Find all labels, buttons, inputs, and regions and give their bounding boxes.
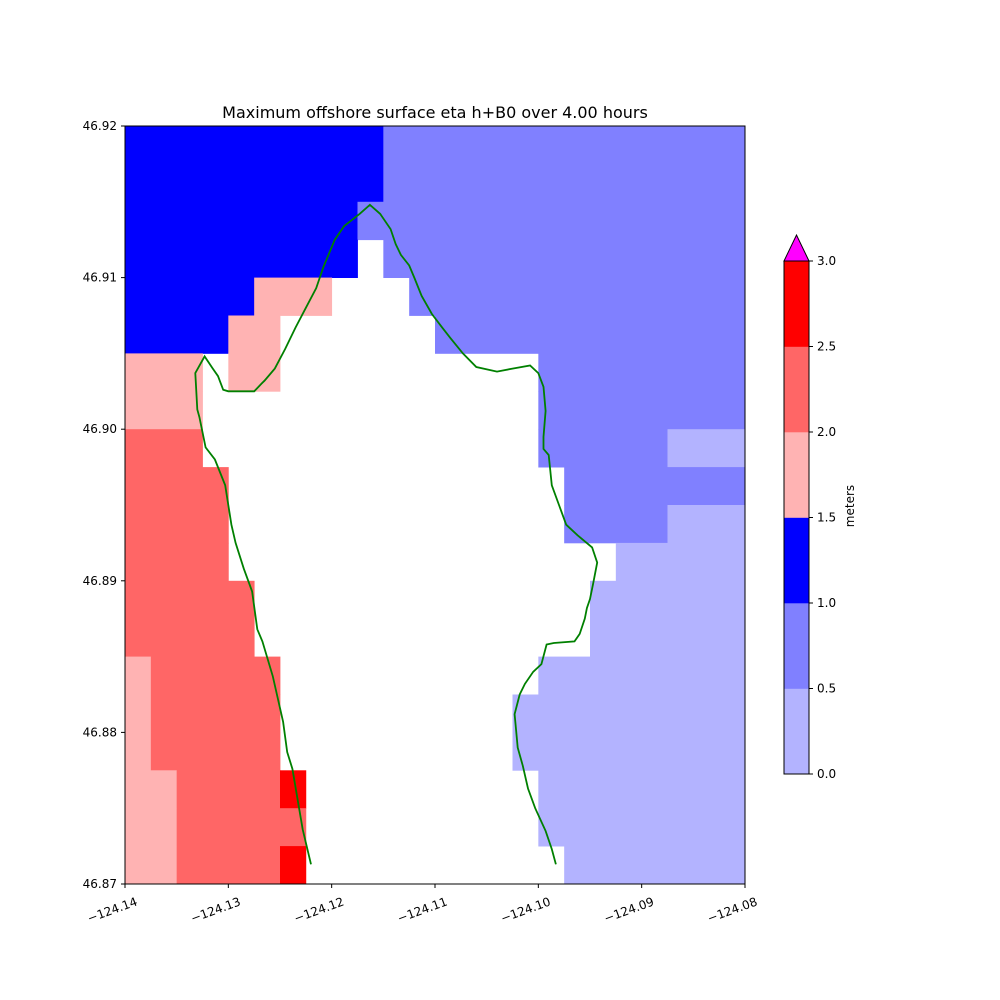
heatmap-cell: [615, 542, 746, 582]
heatmap-cell: [383, 126, 746, 165]
heatmap-cell: [125, 618, 255, 657]
heatmap-cell: [564, 846, 746, 885]
heatmap-cell: [125, 239, 358, 278]
heatmap-cell: [125, 580, 255, 620]
heatmap-cell: [538, 391, 746, 430]
heatmap-cell: [176, 770, 281, 809]
heatmap-cell: [409, 277, 746, 316]
shoreline-line: [194, 203, 599, 865]
heatmap-cell: [564, 505, 668, 544]
colorbar-label: meters: [843, 485, 857, 527]
heatmap-cells: [125, 126, 746, 885]
heatmap-cell: [125, 542, 229, 582]
heatmap-cell: [538, 656, 746, 695]
colorbar: 0.0 0.5 1.0 1.5 2.0 2.5 3.0 meters: [783, 233, 857, 781]
x-tick-label: −124.13: [189, 895, 243, 926]
colorbar-tick-label: 2.0: [817, 425, 836, 439]
colorbar-tick-label: 2.5: [817, 340, 836, 354]
heatmap-cell: [125, 201, 358, 241]
heatmap-cell: [383, 239, 746, 278]
heatmap-cell: [538, 808, 746, 847]
heatmap-cell: [590, 580, 746, 620]
chart-title: Maximum offshore surface eta h+B0 over 4…: [222, 103, 648, 122]
heatmap-cell: [538, 770, 746, 809]
y-tick-label: 46.90: [83, 422, 117, 436]
heatmap-cell: [176, 808, 307, 847]
colorbar-segment: [784, 432, 809, 518]
heatmap-cell: [125, 732, 152, 771]
x-tick-label: −124.09: [602, 895, 656, 926]
colorbar-segments: [784, 261, 809, 775]
heatmap-cell: [125, 391, 203, 430]
heatmap-cell: [125, 467, 229, 506]
heatmap-cell: [125, 808, 178, 847]
heatmap-cell: [150, 732, 281, 771]
heatmap-cell: [125, 353, 203, 392]
heatmap-cell: [125, 315, 229, 354]
heatmap-cell: [125, 694, 152, 733]
colorbar-tick-label: 1.0: [817, 596, 836, 610]
x-tick-label: −124.11: [395, 895, 449, 926]
heatmap-cell: [176, 846, 281, 885]
heatmap-cell: [564, 467, 746, 506]
heatmap-cell: [435, 315, 746, 354]
heatmap-cell: [383, 163, 746, 203]
heatmap-cell: [512, 732, 746, 771]
heatmap-cell: [125, 846, 178, 885]
colorbar-segment: [784, 517, 809, 604]
colorbar-tick-label: 0.5: [817, 682, 836, 696]
y-axis: 46.87 46.88 46.89 46.90 46.91 46.92: [83, 119, 125, 891]
heatmap-cell: [125, 429, 203, 468]
heatmap-cell: [667, 505, 746, 544]
heatmap-cell: [150, 656, 281, 695]
heatmap-cell: [228, 315, 281, 354]
heatmap-cell: [512, 694, 746, 733]
y-tick-label: 46.87: [83, 877, 117, 891]
colorbar-tick-label: 0.0: [817, 767, 836, 781]
colorbar-extend-triangle: [783, 233, 810, 262]
heatmap-cell: [590, 618, 746, 657]
heatmap-cell: [280, 846, 307, 885]
heatmap-cell: [125, 126, 384, 165]
x-tick-label: −124.08: [705, 895, 759, 926]
y-tick-label: 46.91: [83, 271, 117, 285]
heatmap-cell: [125, 505, 229, 544]
heatmap-cell: [254, 277, 333, 316]
heatmap-cell: [150, 694, 281, 733]
x-tick-label: −124.14: [85, 895, 139, 926]
heatmap-cell: [125, 277, 255, 316]
colorbar-segment: [784, 346, 809, 433]
x-axis: −124.14 −124.13 −124.12 −124.11 −124.10 −124.…: [85, 884, 759, 926]
colorbar-ticks: 0.0 0.5 1.0 1.5 2.0 2.5 3.0: [809, 254, 836, 781]
y-tick-label: 46.88: [83, 725, 117, 739]
x-tick-label: −124.12: [292, 895, 346, 926]
y-tick-label: 46.89: [83, 574, 117, 588]
heatmap-cell: [357, 201, 746, 241]
colorbar-segment: [784, 261, 809, 347]
colorbar-segment: [784, 603, 809, 689]
colorbar-tick-label: 3.0: [817, 254, 836, 268]
colorbar-segment: [784, 688, 809, 775]
plot-area: [124, 125, 746, 885]
heatmap-cell: [125, 770, 178, 809]
x-tick-label: −124.10: [499, 895, 553, 926]
heatmap-cell: [538, 353, 746, 392]
heatmap-cell: [125, 656, 152, 695]
y-tick-label: 46.92: [83, 119, 117, 133]
colorbar-tick-label: 1.5: [817, 511, 836, 525]
heatmap-cell: [538, 429, 668, 468]
heatmap-cell: [125, 163, 384, 203]
heatmap-cell: [667, 429, 746, 468]
